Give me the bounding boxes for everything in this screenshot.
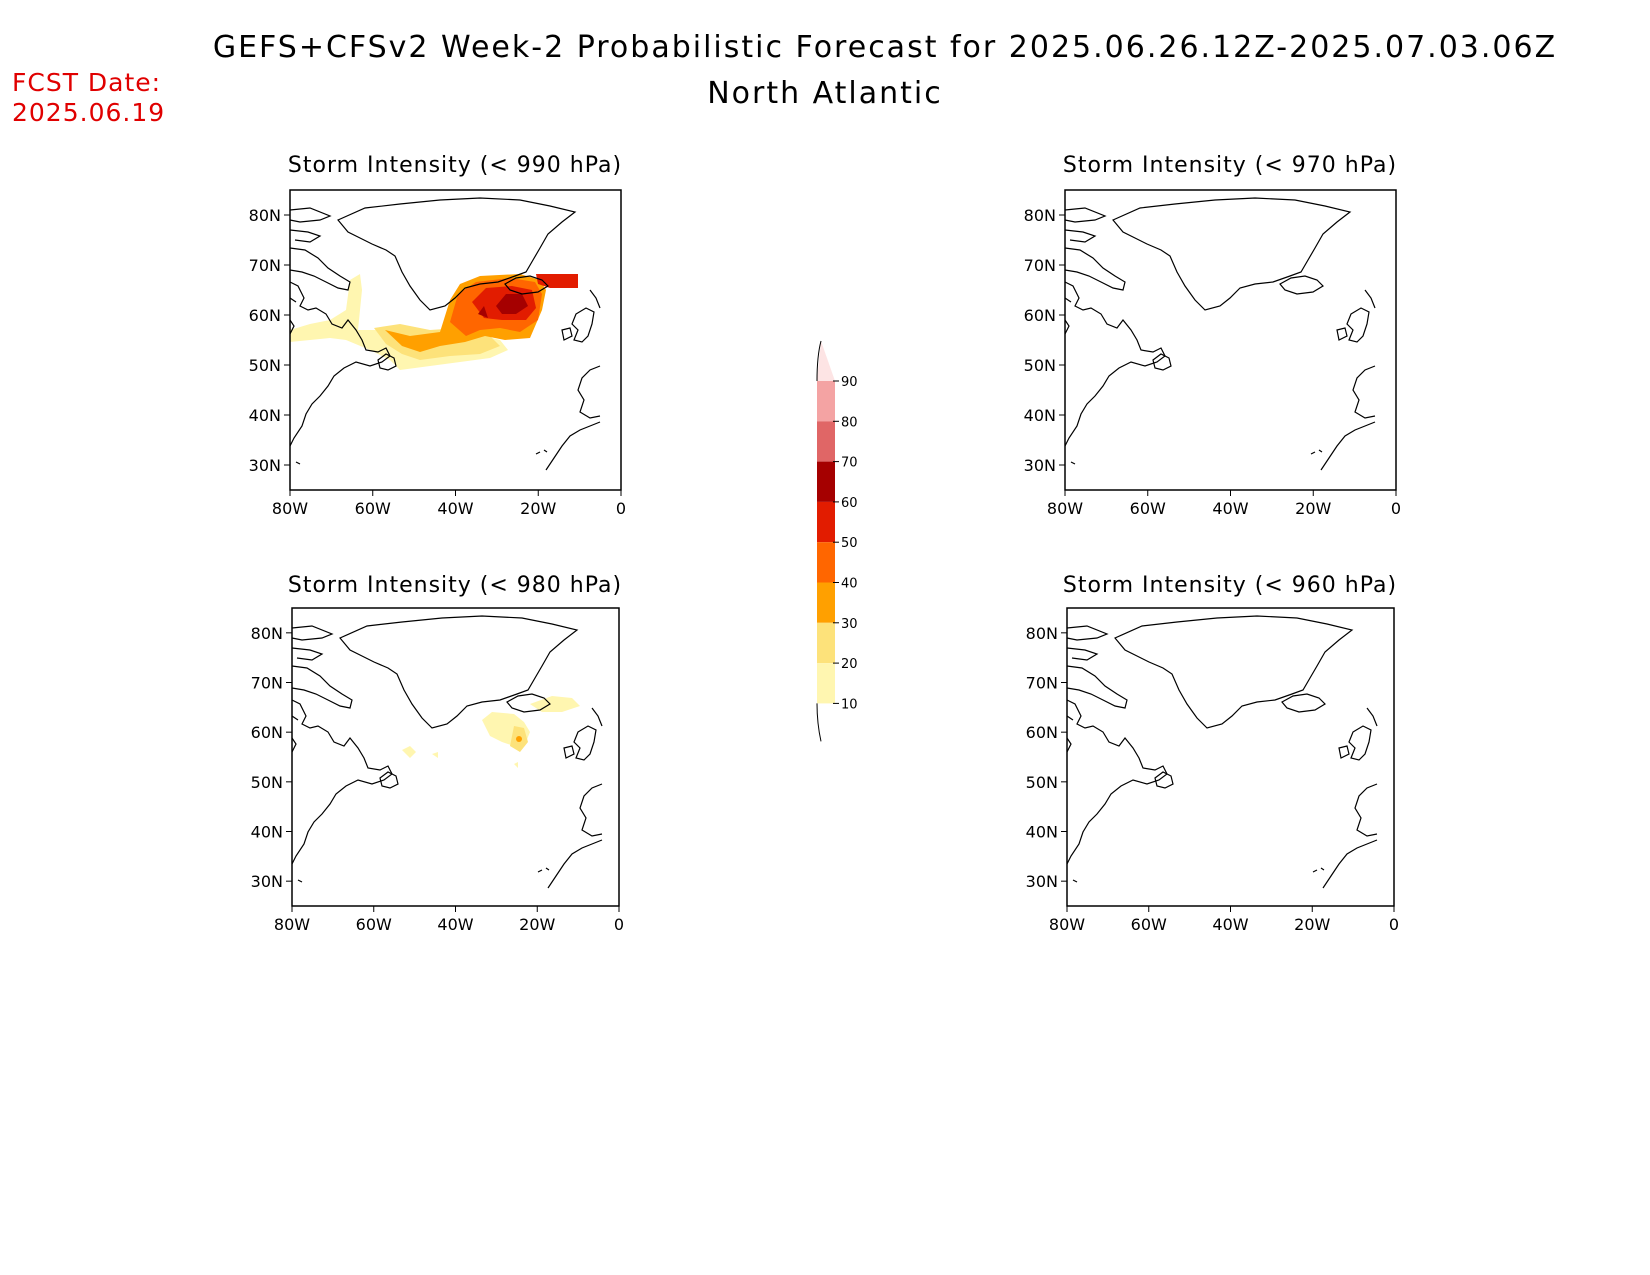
lat-tick-label: 40N xyxy=(249,406,281,425)
colorbar-swatch xyxy=(817,582,835,623)
map-frame xyxy=(291,607,620,907)
lat-tick-label: 30N xyxy=(1026,872,1058,891)
lat-tick-label: 80N xyxy=(251,624,283,643)
lat-tick-label: 50N xyxy=(1024,356,1056,375)
colorbar: 90 80 70 60 50 40 30 20 10 xyxy=(816,340,858,742)
page-title: GEFS+CFSv2 Week-2 Probabilistic Forecast… xyxy=(212,30,1558,65)
colorbar-label: 40 xyxy=(841,577,858,592)
panel-title: Storm Intensity (< 980 hPa) xyxy=(288,573,622,598)
lat-tick-label: 70N xyxy=(249,256,281,275)
lat-tick-label: 60N xyxy=(1024,306,1056,325)
forecast-date: FCST Date: 2025.06.19 xyxy=(12,68,165,128)
colorbar-label: 30 xyxy=(841,617,858,632)
lat-tick-label: 70N xyxy=(1026,674,1058,693)
colorbar-swatch xyxy=(817,461,835,502)
lon-tick-label: 20W xyxy=(519,915,555,934)
colorbar-swatch xyxy=(817,622,835,664)
colorbar-label: 10 xyxy=(841,697,858,712)
region-subtitle: North Atlantic xyxy=(707,76,943,111)
lon-tick-label: 80W xyxy=(1047,499,1083,518)
lon-tick-label: 0 xyxy=(616,499,626,518)
lon-tick-label: 60W xyxy=(356,915,392,934)
lon-tick-label: 40W xyxy=(437,915,473,934)
lat-tick-label: 60N xyxy=(251,723,283,742)
colorbar-label: 60 xyxy=(841,496,858,511)
lat-tick-label: 60N xyxy=(249,306,281,325)
lat-tick-label: 50N xyxy=(251,773,283,792)
colorbar-label: 90 xyxy=(841,375,858,390)
lon-tick-label: 40W xyxy=(1212,915,1248,934)
panel-title: Storm Intensity (< 960 hPa) xyxy=(1063,573,1397,598)
lon-tick-label: 0 xyxy=(614,915,624,934)
colorbar-cap-bottom xyxy=(816,703,822,742)
lon-tick-label: 60W xyxy=(355,499,391,518)
lat-tick-label: 60N xyxy=(1026,723,1058,742)
map-frame xyxy=(1066,607,1395,907)
lon-tick-label: 60W xyxy=(1130,499,1166,518)
lon-tick-label: 80W xyxy=(274,915,310,934)
lat-tick-label: 40N xyxy=(1024,406,1056,425)
colorbar-label: 80 xyxy=(841,415,858,430)
panel-frames: Storm Intensity (< 990 hPa) 80N 70N 60N 50N 4… xyxy=(249,153,1401,934)
lon-tick-label: 60W xyxy=(1131,915,1167,934)
lat-tick-label: 30N xyxy=(251,872,283,891)
lat-tick-label: 50N xyxy=(1026,773,1058,792)
lat-tick-label: 40N xyxy=(251,823,283,842)
panel-960 xyxy=(1066,615,1378,889)
lon-tick-label: 20W xyxy=(1294,915,1330,934)
lon-tick-label: 0 xyxy=(1391,499,1401,518)
colorbar-label: 50 xyxy=(841,536,858,551)
panel-title: Storm Intensity (< 970 hPa) xyxy=(1063,153,1397,178)
colorbar-label: 20 xyxy=(841,657,858,672)
colorbar-swatch xyxy=(817,381,835,422)
lat-tick-label: 80N xyxy=(1026,624,1058,643)
lon-tick-label: 40W xyxy=(1212,499,1248,518)
panel-990 xyxy=(289,197,601,471)
panel-970 xyxy=(1064,197,1376,471)
lat-tick-label: 80N xyxy=(249,206,281,225)
panel-980 xyxy=(291,615,603,889)
lon-tick-label: 0 xyxy=(1389,915,1399,934)
lat-tick-label: 80N xyxy=(1024,206,1056,225)
lon-tick-label: 80W xyxy=(1049,915,1085,934)
forecast-date-label: FCST Date: xyxy=(12,68,162,97)
map-frame xyxy=(1064,189,1397,491)
colorbar-label: 70 xyxy=(841,456,858,471)
lon-tick-label: 40W xyxy=(437,499,473,518)
panel-title: Storm Intensity (< 990 hPa) xyxy=(288,153,622,178)
lat-tick-label: 30N xyxy=(1024,456,1056,475)
lat-tick-label: 70N xyxy=(1024,256,1056,275)
lat-tick-label: 30N xyxy=(249,456,281,475)
lon-tick-label: 20W xyxy=(520,499,556,518)
colorbar-swatch xyxy=(817,501,835,543)
colorbar-swatch xyxy=(817,421,835,462)
lon-tick-label: 20W xyxy=(1295,499,1331,518)
colorbar-swatch xyxy=(817,542,835,583)
colorbar-cap-top xyxy=(817,341,835,381)
probability-field xyxy=(290,274,578,370)
lon-tick-label: 80W xyxy=(272,499,308,518)
lat-tick-label: 50N xyxy=(249,356,281,375)
colorbar-swatch xyxy=(817,663,835,704)
lat-tick-label: 70N xyxy=(251,674,283,693)
forecast-date-value: 2025.06.19 xyxy=(12,98,166,127)
lat-tick-label: 40N xyxy=(1026,823,1058,842)
probability-field xyxy=(402,696,580,768)
